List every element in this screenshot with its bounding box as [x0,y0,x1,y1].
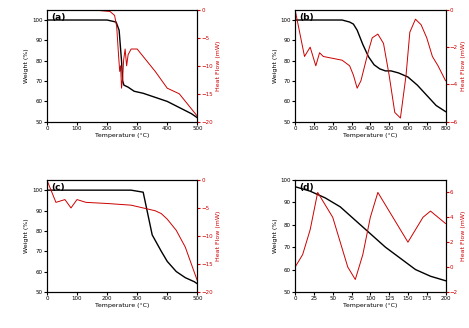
Y-axis label: Weight (%): Weight (%) [272,49,278,83]
Y-axis label: Heat Flow (mW): Heat Flow (mW) [216,41,221,91]
Text: (c): (c) [52,183,65,192]
X-axis label: Temperature (°C): Temperature (°C) [95,133,149,138]
Text: (a): (a) [52,13,66,22]
Y-axis label: Weight (%): Weight (%) [272,219,278,253]
Text: (b): (b) [300,13,314,22]
Y-axis label: Heat Flow (mW): Heat Flow (mW) [216,211,221,261]
Y-axis label: Heat Flow (mW): Heat Flow (mW) [461,41,466,91]
X-axis label: Temperature (°C): Temperature (°C) [343,133,398,138]
Y-axis label: Weight (%): Weight (%) [24,49,30,83]
Y-axis label: Heat Flow (mW): Heat Flow (mW) [461,211,466,261]
X-axis label: Temperature (°C): Temperature (°C) [95,303,149,308]
X-axis label: Temperature (°C): Temperature (°C) [343,303,398,308]
Y-axis label: Weight (%): Weight (%) [24,219,30,253]
Text: (d): (d) [300,183,314,192]
